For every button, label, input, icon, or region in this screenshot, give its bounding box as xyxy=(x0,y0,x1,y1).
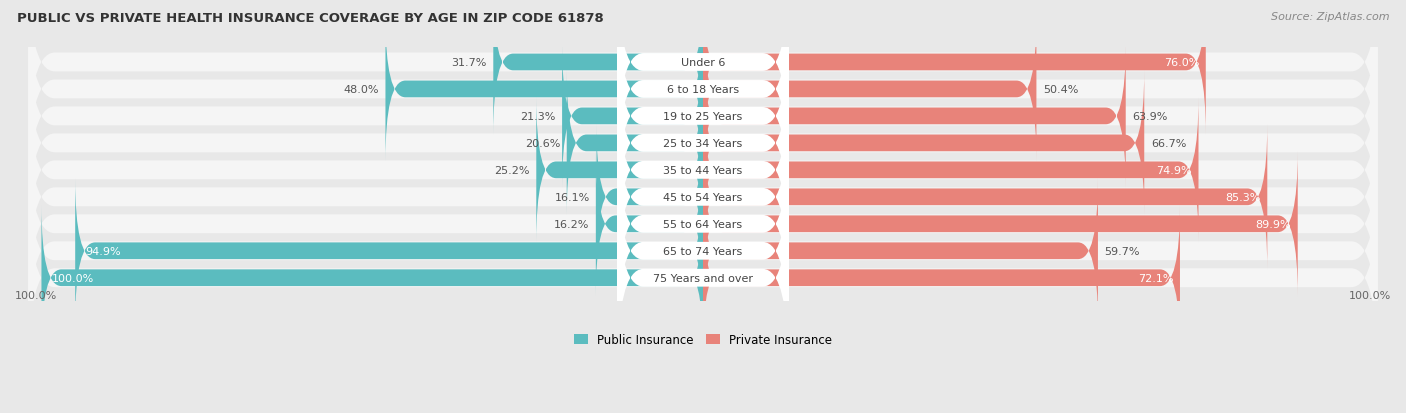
FancyBboxPatch shape xyxy=(41,206,703,350)
FancyBboxPatch shape xyxy=(536,98,703,243)
Text: 6 to 18 Years: 6 to 18 Years xyxy=(666,85,740,95)
Text: 21.3%: 21.3% xyxy=(520,112,555,121)
FancyBboxPatch shape xyxy=(617,99,789,296)
Text: 65 to 74 Years: 65 to 74 Years xyxy=(664,246,742,256)
Text: 59.7%: 59.7% xyxy=(1105,246,1140,256)
FancyBboxPatch shape xyxy=(703,206,1180,350)
Text: 66.7%: 66.7% xyxy=(1152,138,1187,149)
FancyBboxPatch shape xyxy=(703,44,1126,189)
Text: 25.2%: 25.2% xyxy=(494,166,530,176)
FancyBboxPatch shape xyxy=(617,126,789,323)
FancyBboxPatch shape xyxy=(617,0,789,188)
FancyBboxPatch shape xyxy=(703,0,1206,135)
Text: 19 to 25 Years: 19 to 25 Years xyxy=(664,112,742,121)
Text: 100.0%: 100.0% xyxy=(15,290,58,300)
FancyBboxPatch shape xyxy=(28,180,1378,376)
FancyBboxPatch shape xyxy=(617,18,789,215)
Text: 20.6%: 20.6% xyxy=(524,138,560,149)
FancyBboxPatch shape xyxy=(28,19,1378,215)
Text: 75 Years and over: 75 Years and over xyxy=(652,273,754,283)
FancyBboxPatch shape xyxy=(596,152,703,297)
FancyBboxPatch shape xyxy=(617,179,789,377)
Text: 100.0%: 100.0% xyxy=(1348,290,1391,300)
Text: Under 6: Under 6 xyxy=(681,58,725,68)
Text: 72.1%: 72.1% xyxy=(1137,273,1174,283)
FancyBboxPatch shape xyxy=(494,0,703,135)
FancyBboxPatch shape xyxy=(703,98,1198,243)
FancyBboxPatch shape xyxy=(596,125,703,270)
Text: 100.0%: 100.0% xyxy=(52,273,94,283)
Text: 45 to 54 Years: 45 to 54 Years xyxy=(664,192,742,202)
Text: 63.9%: 63.9% xyxy=(1132,112,1168,121)
Text: 35 to 44 Years: 35 to 44 Years xyxy=(664,166,742,176)
FancyBboxPatch shape xyxy=(385,17,703,162)
Legend: Public Insurance, Private Insurance: Public Insurance, Private Insurance xyxy=(569,328,837,351)
Text: 76.0%: 76.0% xyxy=(1164,58,1199,68)
Text: 85.3%: 85.3% xyxy=(1225,192,1261,202)
Text: 48.0%: 48.0% xyxy=(343,85,378,95)
Text: 16.1%: 16.1% xyxy=(554,192,591,202)
FancyBboxPatch shape xyxy=(28,0,1378,188)
FancyBboxPatch shape xyxy=(28,99,1378,296)
FancyBboxPatch shape xyxy=(28,45,1378,242)
FancyBboxPatch shape xyxy=(703,125,1267,270)
FancyBboxPatch shape xyxy=(617,45,789,242)
FancyBboxPatch shape xyxy=(617,152,789,350)
Text: 25 to 34 Years: 25 to 34 Years xyxy=(664,138,742,149)
FancyBboxPatch shape xyxy=(28,126,1378,323)
Text: 50.4%: 50.4% xyxy=(1043,85,1078,95)
Text: 31.7%: 31.7% xyxy=(451,58,486,68)
Text: Source: ZipAtlas.com: Source: ZipAtlas.com xyxy=(1271,12,1389,22)
Text: PUBLIC VS PRIVATE HEALTH INSURANCE COVERAGE BY AGE IN ZIP CODE 61878: PUBLIC VS PRIVATE HEALTH INSURANCE COVER… xyxy=(17,12,603,25)
FancyBboxPatch shape xyxy=(617,0,789,161)
FancyBboxPatch shape xyxy=(28,153,1378,349)
FancyBboxPatch shape xyxy=(617,72,789,269)
FancyBboxPatch shape xyxy=(28,0,1378,161)
Text: 74.9%: 74.9% xyxy=(1156,166,1192,176)
Text: 16.2%: 16.2% xyxy=(554,219,589,229)
FancyBboxPatch shape xyxy=(703,179,1098,323)
FancyBboxPatch shape xyxy=(703,71,1144,216)
Text: 55 to 64 Years: 55 to 64 Years xyxy=(664,219,742,229)
Text: 94.9%: 94.9% xyxy=(86,246,121,256)
FancyBboxPatch shape xyxy=(75,179,703,323)
FancyBboxPatch shape xyxy=(567,71,703,216)
Text: 89.9%: 89.9% xyxy=(1256,219,1291,229)
FancyBboxPatch shape xyxy=(562,44,703,189)
FancyBboxPatch shape xyxy=(703,17,1036,162)
FancyBboxPatch shape xyxy=(703,152,1298,297)
FancyBboxPatch shape xyxy=(28,72,1378,268)
